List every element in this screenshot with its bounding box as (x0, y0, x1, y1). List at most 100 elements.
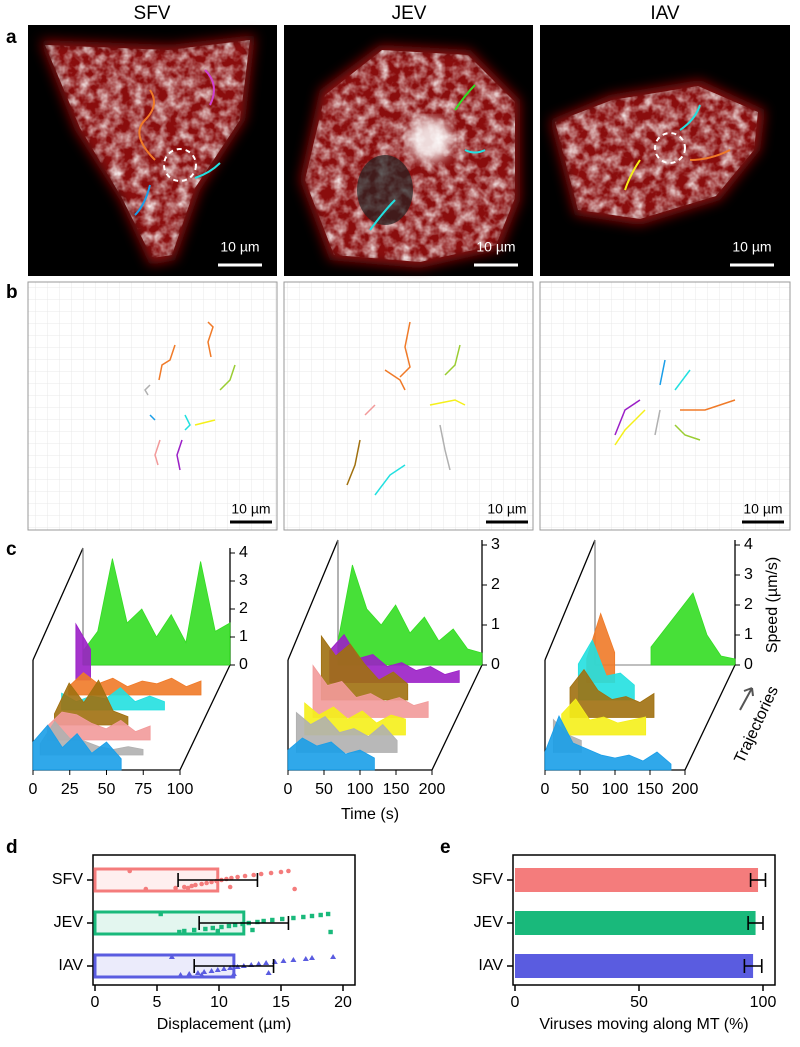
trajectory-map: 10 µm (27, 281, 278, 531)
x-tick-label: 150 (383, 781, 410, 798)
data-point (271, 959, 278, 964)
data-point (230, 971, 237, 976)
x-tick-label: 75 (134, 781, 152, 798)
data-point (177, 972, 184, 977)
data-point (210, 925, 215, 931)
data-point (203, 926, 208, 932)
data-point (309, 913, 315, 919)
data-point (227, 965, 234, 970)
data-point (250, 927, 255, 933)
bar (515, 911, 756, 935)
y-tick-label: SFV (472, 871, 503, 888)
scale-bar-label: 10 µm (732, 239, 771, 255)
scale-bar-label: 10 µm (476, 239, 515, 255)
x-tick-label: 100 (167, 781, 194, 798)
frame-line (287, 539, 339, 661)
x-tick-label: 50 (315, 781, 333, 798)
data-point (318, 912, 323, 918)
y-tick-label: 4 (744, 536, 753, 553)
column-title: IAV (650, 3, 680, 24)
data-point (208, 968, 215, 973)
data-point (292, 886, 297, 892)
data-point (214, 967, 221, 972)
data-point (270, 917, 275, 923)
panel-label: b (6, 282, 18, 303)
frame-line (684, 664, 736, 771)
micrograph: 10 µm (28, 25, 277, 276)
data-point (173, 885, 178, 891)
data-point (251, 872, 257, 878)
z-axis-arrow (739, 687, 754, 711)
data-point (193, 882, 198, 888)
data-point (302, 956, 309, 961)
frame-line (32, 547, 84, 661)
data-point (232, 922, 238, 928)
data-point (194, 970, 201, 975)
speed-trace (650, 592, 736, 666)
data-point (280, 958, 287, 963)
y-tick-label: 2 (239, 600, 248, 617)
y-axis-label: Speed (µm/s) (764, 557, 781, 653)
data-point (127, 868, 133, 874)
data-point (286, 868, 291, 874)
data-point (330, 954, 337, 959)
y-tick-label: IAV (58, 957, 83, 974)
frame-line (431, 664, 483, 771)
data-point (181, 884, 187, 890)
data-point (158, 911, 163, 917)
x-tick-label: 0 (541, 781, 550, 798)
panel-label: d (6, 837, 18, 858)
data-point (219, 924, 224, 930)
x-tick-label: 50 (571, 781, 589, 798)
trajectory-map: 10 µm (539, 281, 791, 531)
y-tick-label: JEV (474, 914, 504, 931)
bar (515, 868, 759, 892)
column-title: JEV (392, 3, 427, 24)
data-point (143, 886, 149, 892)
x-tick-label: 5 (153, 994, 162, 1011)
y-tick-label: JEV (54, 914, 84, 931)
x-tick-label: 10 (210, 994, 228, 1011)
y-tick-label: 4 (239, 544, 248, 561)
x-tick-label: 200 (672, 781, 699, 798)
data-point (263, 960, 270, 965)
data-point (204, 880, 209, 886)
data-point (209, 879, 214, 885)
data-point (220, 966, 227, 971)
x-tick-label: 50 (98, 781, 116, 798)
data-point (291, 915, 296, 921)
y-tick-label: 3 (239, 572, 248, 589)
data-point (290, 957, 297, 962)
x-axis-label: Time (s) (341, 806, 399, 823)
data-point (189, 883, 195, 889)
micrograph: 10 µm (284, 25, 533, 276)
data-point (265, 970, 272, 975)
frame-line (544, 539, 596, 661)
y-tick-label: 1 (491, 616, 500, 633)
column-title: SFV (134, 3, 171, 24)
plot-frame (512, 854, 776, 986)
data-point (240, 921, 245, 927)
speed-trace (46, 711, 151, 741)
plot-frame (92, 854, 356, 986)
x-tick-label: 100 (347, 781, 374, 798)
data-point (215, 928, 220, 934)
panel-label: a (6, 27, 17, 48)
x-tick-label: 20 (334, 994, 352, 1011)
x-tick-label: 0 (284, 781, 293, 798)
y-tick-label: 2 (744, 596, 753, 613)
y-tick-label: SFV (52, 871, 83, 888)
x-tick-label: 15 (272, 994, 290, 1011)
x-tick-label: 0 (29, 781, 38, 798)
y-tick-label: 0 (491, 656, 500, 673)
micrograph: 10 µm (540, 25, 790, 276)
trajectory-map: 10 µm (283, 281, 534, 531)
data-point (328, 929, 333, 935)
x-tick-label: 0 (511, 994, 520, 1011)
data-point (201, 969, 208, 974)
speed-trace (287, 737, 375, 771)
z-axis-label: Trajectories (732, 684, 782, 766)
y-tick-label: 3 (491, 536, 500, 553)
bar (515, 954, 754, 978)
